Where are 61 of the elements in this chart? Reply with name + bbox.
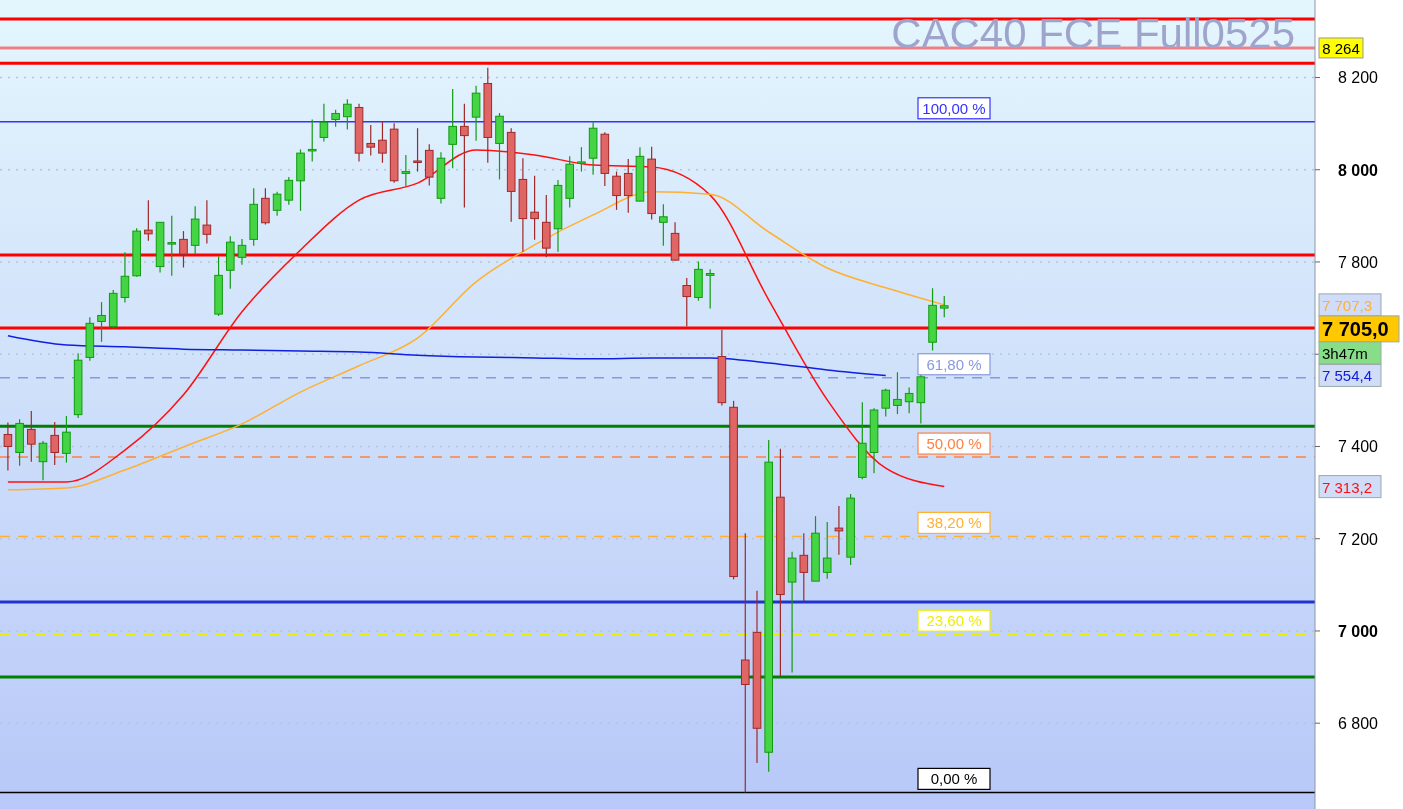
candlestick bbox=[471, 85, 481, 142]
y-tick-label: 7 000 bbox=[1337, 622, 1379, 640]
y-tick-label: 6 800 bbox=[1337, 715, 1379, 733]
candlestick bbox=[740, 532, 750, 793]
annotation: 38,20 % bbox=[926, 514, 982, 532]
annotation: 100,00 % bbox=[922, 99, 986, 117]
candlestick bbox=[893, 371, 902, 415]
candlestick bbox=[343, 98, 352, 131]
y-tick-label: 8 200 bbox=[1337, 69, 1379, 87]
text: 7 707,3 bbox=[1322, 296, 1373, 314]
candlestick bbox=[27, 410, 36, 463]
text: 7 313,2 bbox=[1322, 478, 1373, 496]
candlestick bbox=[120, 251, 130, 304]
candlestick bbox=[705, 268, 715, 310]
candlestick bbox=[530, 175, 539, 241]
candlestick bbox=[448, 88, 457, 169]
candlestick bbox=[62, 415, 71, 464]
candlestick bbox=[38, 440, 48, 481]
candlestick bbox=[237, 238, 247, 266]
candlestick bbox=[904, 386, 914, 414]
candlestick bbox=[623, 158, 633, 214]
candlestick bbox=[167, 215, 177, 277]
candlestick bbox=[202, 199, 212, 245]
y-tick-label: 7 800 bbox=[1337, 253, 1379, 271]
candlestick bbox=[612, 170, 621, 211]
candlestick bbox=[401, 154, 411, 187]
y-tick-label: 7 200 bbox=[1337, 530, 1379, 548]
y-tick-label: 8 000 bbox=[1337, 161, 1379, 179]
candlestick bbox=[179, 230, 188, 269]
candlestick bbox=[97, 301, 106, 343]
text: 3h47m bbox=[1322, 344, 1368, 362]
candlestick bbox=[50, 421, 60, 466]
candlestick bbox=[787, 551, 797, 674]
text: 7 554,4 bbox=[1322, 367, 1373, 385]
line-series bbox=[7, 335, 887, 377]
annotation: 0,00 % bbox=[930, 770, 978, 788]
candlestick bbox=[939, 295, 949, 318]
candlestick bbox=[3, 421, 13, 472]
candlestick bbox=[144, 199, 153, 242]
candlestick bbox=[319, 103, 329, 143]
annotation: 61,80 % bbox=[926, 355, 982, 373]
candlestick bbox=[881, 388, 891, 418]
annotation: 50,00 % bbox=[926, 435, 982, 453]
candlestick bbox=[413, 127, 422, 173]
candlestick bbox=[366, 124, 376, 157]
chart-title: CAC40 FCE Full0525 bbox=[891, 10, 1295, 57]
candlestick bbox=[834, 505, 844, 556]
text: 7 705,0 bbox=[1322, 317, 1389, 340]
candlestick bbox=[284, 176, 294, 206]
y-tick-label: 7 400 bbox=[1337, 438, 1379, 456]
candlestick bbox=[822, 521, 832, 580]
candlestick bbox=[272, 191, 282, 217]
candlestick bbox=[307, 118, 317, 163]
candlestick bbox=[799, 532, 809, 602]
candlestick bbox=[682, 277, 692, 328]
candlestick bbox=[378, 121, 387, 164]
candlestick bbox=[659, 203, 668, 247]
candlestick bbox=[460, 103, 469, 209]
annotation: 23,60 % bbox=[926, 612, 982, 630]
candlestick bbox=[577, 146, 586, 173]
ref-line-label: 8 264 bbox=[1322, 39, 1360, 57]
